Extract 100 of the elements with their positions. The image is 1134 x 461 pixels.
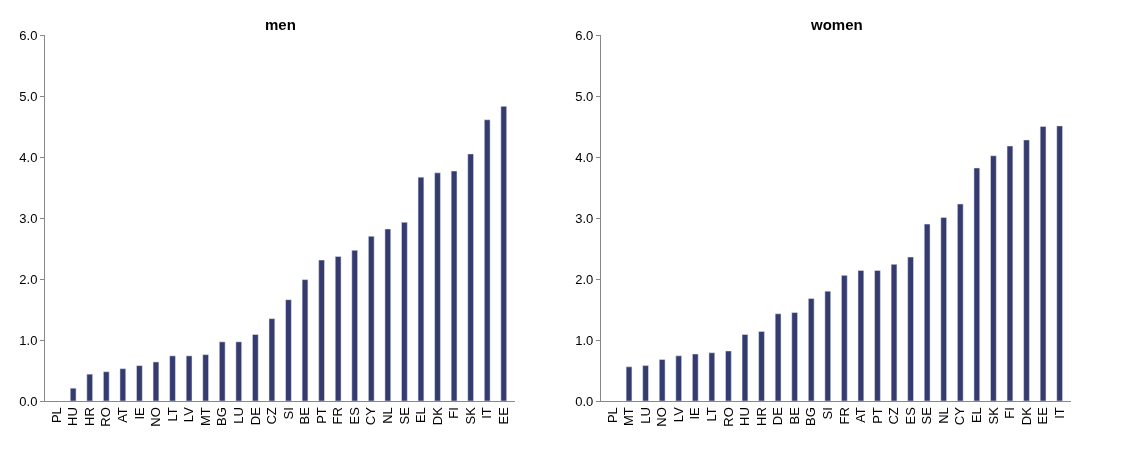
x-tick-label: DE bbox=[247, 406, 263, 426]
bar bbox=[907, 256, 914, 401]
bar bbox=[857, 270, 865, 401]
x-tick-label: LT bbox=[164, 407, 180, 422]
bar bbox=[450, 170, 458, 401]
bar bbox=[500, 106, 507, 401]
x-tick-label: BE bbox=[297, 406, 313, 425]
x-tick-label: PL bbox=[604, 407, 620, 424]
y-tick-label: 4.0 bbox=[575, 149, 594, 165]
x-tick-label: CY bbox=[363, 406, 379, 426]
y-tick-label: 1.0 bbox=[575, 332, 594, 348]
bar bbox=[185, 355, 193, 401]
x-tick-label: ES bbox=[346, 406, 362, 425]
x-tick-label: MT bbox=[197, 407, 213, 426]
y-tick-label: 3.0 bbox=[19, 210, 38, 226]
x-tick-label: LV bbox=[670, 406, 686, 423]
chart-title: women bbox=[810, 16, 863, 33]
bar bbox=[725, 350, 732, 401]
bar bbox=[1023, 139, 1030, 401]
bar bbox=[252, 334, 259, 401]
x-tick-label: EE bbox=[1035, 406, 1051, 425]
x-tick-label: AT bbox=[853, 407, 869, 423]
x-tick-label: CZ bbox=[886, 407, 902, 425]
x-tick-label: PT bbox=[313, 407, 329, 424]
bar bbox=[841, 275, 848, 401]
bar bbox=[708, 352, 715, 401]
bar bbox=[136, 365, 143, 401]
x-tick-label: EE bbox=[495, 406, 511, 425]
bar bbox=[285, 299, 292, 401]
x-tick-label: SK bbox=[462, 406, 478, 425]
bar bbox=[1039, 126, 1047, 401]
bar bbox=[119, 368, 126, 401]
bar bbox=[692, 353, 699, 401]
bar bbox=[1056, 125, 1063, 401]
bar bbox=[384, 228, 391, 401]
bar bbox=[152, 361, 160, 401]
x-tick-label: EL bbox=[969, 407, 985, 424]
y-tick-label: 0.0 bbox=[575, 393, 594, 409]
x-tick-label: SI bbox=[820, 407, 836, 420]
bar bbox=[467, 153, 474, 401]
x-tick-label: HR bbox=[753, 407, 769, 426]
y-tick-label: 6.0 bbox=[575, 27, 594, 43]
bar bbox=[169, 355, 176, 401]
x-tick-label: RO bbox=[98, 407, 114, 427]
x-tick-label: NO bbox=[654, 407, 670, 427]
x-tick-label: LV bbox=[181, 406, 197, 423]
y-tick-label: 3.0 bbox=[575, 210, 594, 226]
x-tick-label: SE bbox=[396, 406, 412, 425]
bar bbox=[484, 119, 491, 401]
x-tick-label: SK bbox=[985, 406, 1001, 425]
x-tick-label: DK bbox=[1018, 406, 1034, 426]
x-tick-label: BG bbox=[214, 407, 230, 426]
bar bbox=[235, 341, 242, 401]
x-tick-label: FR bbox=[330, 407, 346, 425]
x-tick-label: IT bbox=[479, 407, 495, 419]
x-tick-label: EL bbox=[413, 407, 429, 424]
x-tick-label: FI bbox=[446, 407, 462, 419]
bar bbox=[990, 155, 997, 401]
x-tick-label: DE bbox=[770, 406, 786, 426]
y-tick-label: 5.0 bbox=[575, 88, 594, 104]
x-tick-label: LU bbox=[637, 407, 653, 424]
bar bbox=[202, 354, 209, 401]
x-tick-label: NO bbox=[148, 407, 164, 427]
bar bbox=[791, 312, 798, 401]
x-tick-label: SE bbox=[919, 406, 935, 425]
y-tick-label: 1.0 bbox=[19, 332, 38, 348]
bar bbox=[890, 264, 898, 401]
bar bbox=[219, 341, 226, 401]
x-tick-label: CY bbox=[952, 406, 968, 426]
bar bbox=[434, 172, 441, 401]
y-tick-label: 4.0 bbox=[19, 149, 38, 165]
x-tick-label: MT bbox=[621, 407, 637, 426]
x-tick-label: BG bbox=[803, 407, 819, 426]
bar bbox=[368, 236, 375, 401]
bar bbox=[1006, 145, 1014, 401]
x-tick-label: LU bbox=[231, 407, 247, 424]
bar bbox=[741, 334, 749, 401]
x-tick-label: HU bbox=[737, 407, 753, 426]
x-tick-label: FR bbox=[836, 407, 852, 425]
bar bbox=[70, 387, 77, 401]
bar bbox=[401, 222, 408, 401]
x-tick-label: FI bbox=[1002, 407, 1018, 419]
y-tick-label: 2.0 bbox=[19, 271, 38, 287]
x-tick-label: NL bbox=[935, 407, 951, 424]
x-tick-label: BE bbox=[786, 406, 802, 425]
x-tick-label: PT bbox=[869, 407, 885, 424]
x-tick-label: IE bbox=[131, 406, 147, 420]
bar bbox=[268, 318, 276, 401]
y-tick-label: 6.0 bbox=[19, 27, 38, 43]
bar bbox=[874, 270, 881, 401]
chart-title: men bbox=[265, 16, 296, 33]
y-tick-label: 2.0 bbox=[575, 271, 594, 287]
x-tick-label: DK bbox=[429, 406, 445, 426]
bar bbox=[417, 176, 425, 401]
x-tick-label: RO bbox=[720, 407, 736, 427]
x-tick-label: IT bbox=[1051, 407, 1067, 419]
y-tick-label: 0.0 bbox=[19, 393, 38, 409]
bar bbox=[642, 365, 649, 401]
x-tick-label: ES bbox=[902, 406, 918, 425]
x-tick-label: PL bbox=[48, 407, 64, 424]
